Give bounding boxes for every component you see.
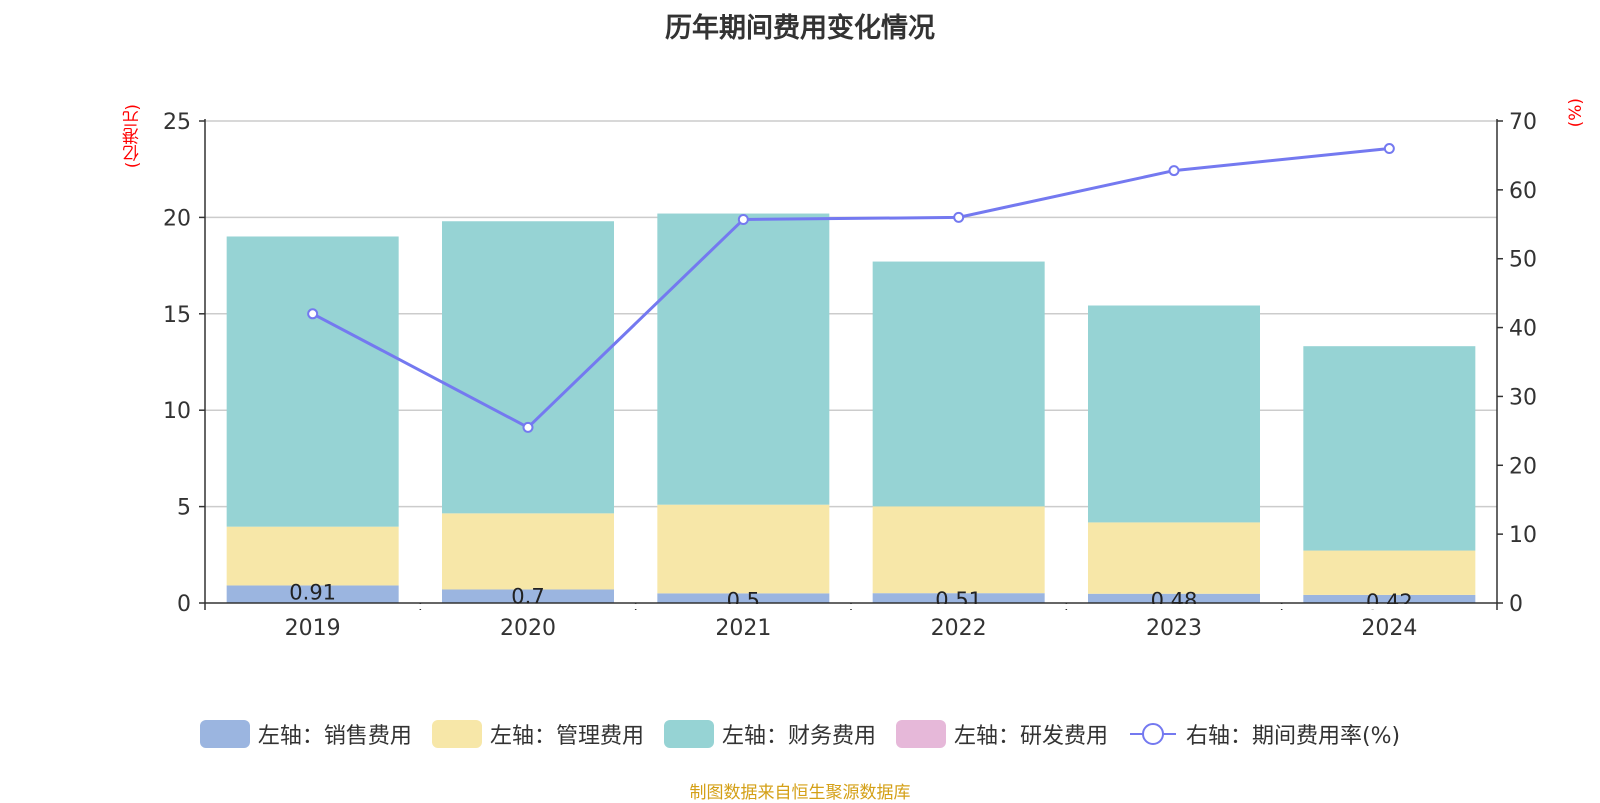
- right-axis-tick-label: 50: [1509, 248, 1537, 273]
- legend-item-finance[interactable]: 左轴：财务费用: [663, 718, 876, 750]
- right-axis-tick-label: 0: [1509, 592, 1523, 617]
- left-axis-tick-label: 5: [177, 496, 191, 521]
- ratio-line: [311, 147, 1390, 430]
- bar-segment-3: [442, 221, 614, 514]
- bar-segment-3: [1303, 346, 1476, 551]
- left-axis-tick-label: 20: [163, 206, 191, 231]
- ratio-point: [522, 421, 534, 433]
- bar-segment-3: [226, 236, 399, 527]
- legend-label-sales: 左轴：销售费用: [257, 724, 412, 749]
- bar-segment-1: [1303, 594, 1476, 603]
- x-axis-tick-label: 2019: [285, 616, 341, 641]
- legend-line-ratio-icon: [1129, 723, 1176, 745]
- bar-segment-3: [657, 213, 830, 505]
- legend-label-ratio: 右轴：期间费用率(%): [1185, 724, 1401, 749]
- x-axis-tick-label: 2021: [715, 616, 771, 641]
- legend-label-admin: 左轴：管理费用: [489, 724, 644, 749]
- bar-segment-1: [226, 585, 399, 603]
- legend-swatch-admin: [431, 720, 482, 748]
- bar-segment-1: [872, 593, 1045, 603]
- legend: 左轴：销售费用 左轴：管理费用 左轴：财务费用 左轴：研发费用 右轴：期间费用率…: [0, 718, 1600, 750]
- right-axis-tick-label: 20: [1509, 454, 1537, 479]
- x-axis-tick-label: 2020: [500, 616, 556, 641]
- right-axis-tick-label: 70: [1509, 110, 1537, 135]
- left-axis-tick-label: 10: [163, 399, 191, 424]
- bar-segment-2: [226, 526, 399, 586]
- bar-segment-2: [872, 506, 1045, 594]
- bar-segment-2: [1303, 550, 1476, 595]
- right-axis-tick-label: 60: [1509, 179, 1537, 204]
- ratio-point: [1383, 143, 1395, 155]
- ratio-point: [953, 211, 965, 223]
- legend-item-sales[interactable]: 左轴：销售费用: [199, 718, 412, 750]
- bar-segment-1: [1088, 593, 1260, 603]
- legend-swatch-rnd: [895, 720, 946, 748]
- legend-item-rnd[interactable]: 左轴：研发费用: [895, 718, 1108, 750]
- ratio-point: [1168, 165, 1180, 177]
- legend-label-rnd: 左轴：研发费用: [953, 724, 1108, 749]
- right-axis-tick-label: 40: [1509, 317, 1537, 342]
- legend-swatch-finance: [663, 720, 714, 748]
- bar-segment-3: [872, 261, 1045, 507]
- ratio-point: [737, 213, 749, 225]
- bar-data-label: 0.42: [1366, 590, 1413, 614]
- chart-title: 历年期间费用变化情况: [665, 13, 935, 44]
- legend-item-ratio[interactable]: 右轴：期间费用率(%): [1128, 718, 1400, 750]
- right-axis-tick-label: 30: [1509, 385, 1537, 410]
- chart-canvas: 0 5 10 15 20 25 0 10 20 30 40 50 60 70 2019 2020 2021 202…: [163, 110, 1537, 641]
- legend-label-finance: 左轴：财务费用: [721, 724, 876, 749]
- ratio-point: [307, 308, 319, 320]
- bar-segment-3: [1088, 305, 1260, 523]
- left-axis-tick-label: 25: [163, 110, 191, 135]
- bar-data-label: 0.48: [1151, 589, 1198, 613]
- axis-clip-mask: [206, 604, 1496, 609]
- left-axis-tick-label: 15: [163, 303, 191, 328]
- legend-swatch-sales: [199, 720, 250, 748]
- left-axis-tick-label: 0: [177, 592, 191, 617]
- bar-segment-2: [442, 513, 614, 590]
- x-axis-tick-label: 2022: [931, 616, 987, 641]
- right-axis-tick-label: 10: [1509, 523, 1537, 548]
- bar-segment-2: [1088, 522, 1260, 594]
- bar-data-label: 0.91: [289, 580, 336, 604]
- bar-segment-2: [657, 504, 830, 594]
- x-axis-tick-label: 2023: [1146, 616, 1202, 641]
- source-note: 制图数据来自恒生聚源数据库: [689, 783, 911, 803]
- legend-item-admin[interactable]: 左轴：管理费用: [431, 718, 644, 750]
- bar-segment-1: [442, 589, 614, 603]
- bar-segment-1: [657, 593, 830, 603]
- x-axis-tick-label: 2024: [1361, 616, 1417, 641]
